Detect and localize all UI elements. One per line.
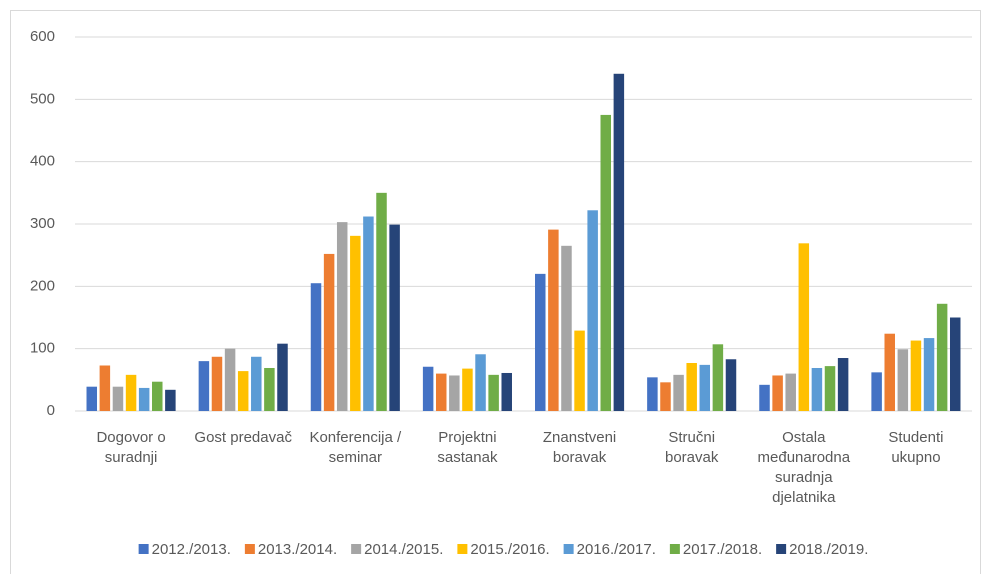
bar [686,363,697,411]
x-tick-label: Konferencija / seminar [309,429,402,466]
bar [574,330,585,411]
bar [462,368,473,411]
bar [699,364,711,411]
bar [811,367,823,411]
x-tick-label: Projektni sastanak [437,429,498,466]
bar [837,358,849,411]
bar [759,384,770,411]
bar [535,273,546,411]
bar [336,222,348,411]
bar [936,303,948,411]
legend-swatch [457,544,468,554]
legend-label: 2012./2013. [152,541,231,558]
legend-swatch [138,544,149,554]
bar [824,366,836,411]
bar [600,114,612,412]
bar [323,253,335,411]
bar [389,224,400,411]
bar [725,359,737,411]
bar [165,389,176,411]
y-tick-label: 600 [30,28,55,45]
bar [488,374,499,411]
legend-swatch [669,544,680,554]
bar [422,366,434,411]
bar [923,338,935,411]
x-tick-label: Znanstveni boravak [543,429,616,466]
bar [673,374,684,411]
y-tick-label: 500 [30,90,55,107]
bar [785,373,796,411]
legend: 2012./2013. 2013./2014. 2014./2015. 2015./2… [138,541,868,558]
bar [449,375,460,411]
bar [561,245,572,411]
bar [277,343,288,411]
legend-label: 2018./2019. [789,541,868,558]
bar [211,356,223,411]
bar [712,344,724,411]
x-tick-label: Studenti ukupno [888,429,943,466]
legend-label: 2015./2016. [470,541,549,558]
bar [435,373,447,411]
bar [86,386,98,411]
bar [237,371,249,411]
y-tick-label: 400 [30,153,55,170]
bar [871,372,882,411]
bar [660,382,671,411]
bar [613,73,625,411]
y-tick-label: 300 [30,215,55,232]
bar [772,375,783,411]
bar [910,340,922,411]
bar [350,235,361,411]
bar [587,210,598,411]
bar [647,377,658,411]
bar [138,387,150,411]
legend-label: 2014./2015. [364,541,443,558]
legend-label: 2013./2014. [258,541,337,558]
chart-border [10,10,981,574]
bar [99,365,111,411]
x-tick-label: Stručni boravak [665,429,719,466]
legend-swatch [563,544,574,554]
bar [949,317,961,411]
x-tick-label: Gost predavač [194,429,292,446]
bar [548,229,559,411]
legend-swatch [244,544,255,554]
x-tick-label: Ostala međunarodna suradnja djelatnika [758,429,851,506]
y-tick-label: 200 [30,277,55,294]
bar [376,192,387,411]
y-tick-label: 0 [47,402,55,419]
bar [897,349,909,411]
bar [152,381,163,411]
bar [125,374,137,411]
bar [264,367,275,411]
legend-swatch [776,544,787,554]
bar [798,243,810,411]
legend-label: 2017./2018. [683,541,762,558]
x-tick-label: Dogovor o suradnji [96,429,165,466]
y-tick-label: 100 [30,340,55,357]
bar [310,283,322,411]
bar [501,372,512,411]
bar [884,333,895,411]
bar [363,216,374,411]
bar [251,356,262,411]
legend-swatch [351,544,362,554]
bar [475,354,486,411]
bar [112,386,124,411]
bar [198,361,210,411]
bar [224,348,236,411]
legend-label: 2016./2017. [577,541,656,558]
